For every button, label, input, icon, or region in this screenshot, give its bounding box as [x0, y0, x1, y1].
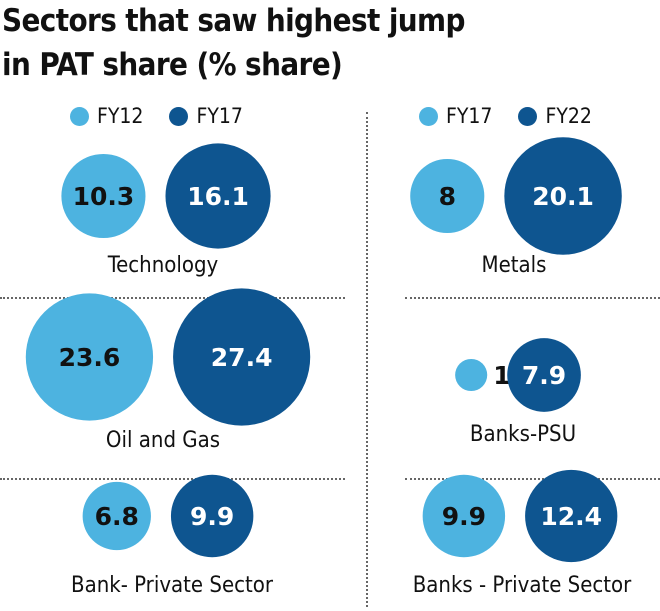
title-line-2: in PAT share (% share) [2, 47, 343, 83]
bubble-fy17-1-1 [455, 358, 488, 392]
bubble-value-label: 27.4 [211, 343, 273, 372]
legend-item-right-2: FY22 [518, 104, 592, 128]
legend-item-left-1: FY12 [70, 104, 143, 128]
bubble-value-label: 20.1 [532, 182, 594, 211]
bubble-fy17-0-2 [170, 474, 254, 558]
legend-label: FY22 [545, 104, 592, 128]
bubble-fy12-0-0 [61, 153, 146, 239]
legend-label: FY17 [196, 104, 243, 128]
bubble-value-label: 10.3 [73, 182, 135, 211]
bubble-value-label: 6.8 [95, 502, 139, 531]
legend-swatch-light [70, 106, 89, 126]
sector-label-metals: Metals [481, 253, 547, 278]
sector-label-technology: Technology [107, 253, 219, 278]
legend-swatch-dark [169, 106, 189, 126]
legend-right: FY17 FY22 [419, 102, 618, 130]
bubble-value-label: 23.6 [59, 343, 121, 372]
column-divider [366, 112, 368, 607]
bubble-value-label: 16.1 [187, 182, 249, 211]
title-line-1: Sectors that saw highest jump [2, 3, 465, 39]
legend-item-right-1: FY17 [419, 104, 492, 128]
legend-item-left-2: FY17 [169, 104, 243, 128]
bubble-value-label: 7.9 [522, 361, 566, 390]
bubble-fy22-1-1 [507, 338, 581, 412]
row-divider [405, 297, 660, 299]
legend-label: FY12 [97, 104, 144, 128]
sector-label-bank-private: Bank- Private Sector [70, 573, 274, 598]
row-divider [0, 297, 345, 299]
sector-label-banks-private: Banks - Private Sector [412, 573, 632, 598]
bubble-value-label: 9.9 [190, 502, 234, 531]
bubble-fy17-0-1 [173, 288, 311, 426]
bubble-fy17-1-0 [410, 158, 485, 234]
bubble-value-label: 8 [439, 182, 456, 211]
legend-swatch-light [419, 106, 438, 126]
row-divider [0, 478, 345, 480]
bubble-value-label: 12.4 [540, 502, 602, 531]
legend-label: FY17 [446, 104, 493, 128]
bubble-fy17-0-0 [165, 143, 271, 249]
legend-left: FY12 FY17 [70, 102, 269, 130]
legend-swatch-dark [518, 106, 538, 126]
sector-label-banks-psu: Banks-PSU [469, 422, 577, 447]
bubble-fy12-0-1 [25, 293, 154, 421]
bubble-fy17-1-2 [422, 474, 506, 558]
bubble-value-label: 9.9 [442, 502, 486, 531]
sector-label-oil-and-gas: Oil and Gas [105, 428, 221, 453]
bubble-fy22-1-0 [504, 137, 622, 255]
bubble-fy22-1-2 [525, 469, 618, 563]
row-divider [405, 478, 660, 480]
bubble-fy12-0-2 [82, 481, 151, 551]
